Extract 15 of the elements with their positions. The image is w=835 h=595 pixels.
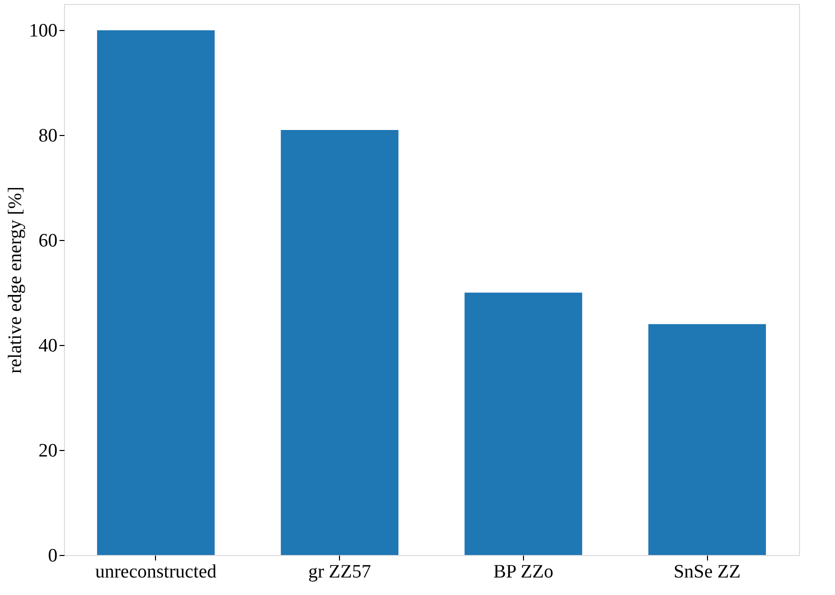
bar (464, 292, 582, 555)
bar (97, 30, 215, 555)
x-tick-label: SnSe ZZ (674, 562, 741, 582)
y-tick-label: 100 (29, 20, 58, 42)
bar (280, 130, 398, 555)
x-tick-label: BP ZZo (493, 562, 554, 582)
y-tick-label: 20 (38, 440, 58, 462)
y-tick-label: 80 (38, 126, 58, 147)
y-axis-title: relative edge energy [%] (5, 186, 26, 374)
x-tick-label: gr ZZ57 (308, 562, 372, 582)
x-tick-label: unreconstructed (95, 562, 218, 582)
y-tick-label: 40 (38, 336, 58, 357)
y-tick-label: 60 (38, 230, 58, 252)
y-tick-label: 0 (48, 546, 58, 566)
bar (648, 324, 766, 555)
